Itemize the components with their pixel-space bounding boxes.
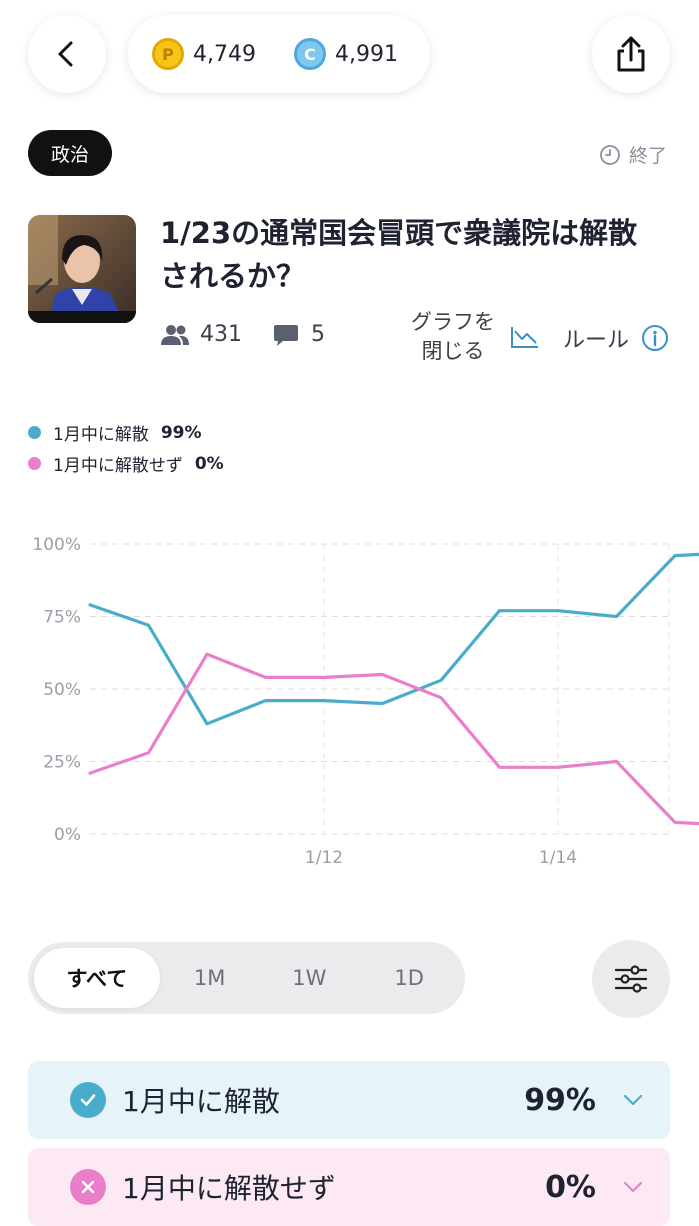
chevron-left-icon: [58, 41, 73, 67]
chart-settings-button[interactable]: [592, 940, 670, 1018]
chevron-down-icon[interactable]: [622, 1093, 644, 1107]
legend-dot-yes: [28, 426, 41, 439]
legend-value-yes: 99%: [160, 422, 202, 443]
category-tag[interactable]: 政治: [28, 130, 112, 176]
participants-count: 431: [160, 322, 242, 347]
x-tick-label: 1/12: [305, 848, 343, 868]
option-no[interactable]: 1月中に解散せず 0%: [28, 1148, 670, 1226]
toggle-graph-line-2: 閉じる: [421, 339, 485, 363]
market-status: 終了: [599, 141, 667, 168]
y-tick-label: 100%: [32, 535, 81, 555]
share-button[interactable]: [592, 15, 670, 93]
y-tick-label: 75%: [43, 608, 81, 628]
c-points-value: 4,991: [334, 41, 398, 67]
users-icon: [161, 324, 189, 345]
p-points: P 4,749: [152, 38, 256, 70]
sliders-icon: [614, 965, 648, 993]
option-yes[interactable]: 1月中に解散 99%: [28, 1061, 670, 1139]
trend-down-icon[interactable]: [510, 325, 540, 349]
question-line-1: 1/23の通常国会冒頭で衆議院は解散: [160, 216, 638, 250]
share-icon: [617, 36, 645, 72]
x-tick-label: 1/14: [539, 848, 577, 868]
y-tick-label: 25%: [43, 753, 81, 773]
x-circle-icon: [70, 1169, 106, 1205]
rules-link[interactable]: ルール: [563, 328, 630, 353]
legend-label-yes: 1月中に解散: [53, 425, 149, 445]
legend-value-no: 0%: [194, 453, 224, 474]
probability-chart: 0%25%50%75%100%1/121/141/161/18: [32, 535, 699, 868]
option-no-value: 0%: [545, 1169, 596, 1205]
series-line-yes: [88, 552, 699, 726]
check-circle-icon: [70, 1082, 106, 1118]
range-1w-button[interactable]: 1W: [292, 966, 327, 990]
option-yes-label: 1月中に解散: [122, 1085, 280, 1118]
legend-label-no: 1月中に解散せず: [53, 456, 183, 476]
legend-item-no: 1月中に解散せず 0%: [28, 451, 224, 476]
p-coin-icon: P: [152, 38, 184, 70]
option-no-label: 1月中に解散せず: [122, 1172, 336, 1205]
time-range-selector: すべて 1M 1W 1D: [28, 942, 465, 1014]
question-line-2: されるか？: [160, 259, 306, 293]
c-coin-icon: C: [293, 38, 326, 70]
market-thumbnail: [28, 215, 136, 323]
points-balance: P 4,749 C 4,991: [128, 15, 430, 93]
toggle-graph-line-1: グラフを: [411, 310, 495, 334]
option-yes-value: 99%: [524, 1082, 596, 1118]
participants-value: 431: [200, 322, 242, 347]
toggle-graph-button[interactable]: グラフを 閉じる: [404, 308, 502, 366]
legend-dot-no: [28, 457, 41, 470]
c-points: C 4,991: [293, 38, 398, 70]
info-icon[interactable]: [641, 324, 669, 352]
back-button[interactable]: [28, 15, 106, 93]
range-1m-button[interactable]: 1M: [193, 966, 226, 990]
y-tick-label: 0%: [54, 825, 81, 845]
series-line-no: [88, 652, 699, 826]
range-1d-button[interactable]: 1D: [394, 966, 424, 990]
comment-icon: [274, 324, 298, 346]
range-all-button[interactable]: すべて: [34, 948, 160, 1008]
clock-icon: [600, 144, 620, 165]
y-tick-label: 50%: [43, 680, 81, 700]
p-points-value: 4,749: [193, 41, 256, 67]
status-label: 終了: [628, 145, 667, 167]
chevron-down-icon[interactable]: [622, 1180, 644, 1194]
comments-value: 5: [311, 322, 325, 347]
legend-item-yes: 1月中に解散 99%: [28, 420, 202, 445]
market-question: 1/23の通常国会冒頭で衆議院は解散 されるか？: [160, 212, 670, 298]
comments-count[interactable]: 5: [273, 322, 325, 347]
